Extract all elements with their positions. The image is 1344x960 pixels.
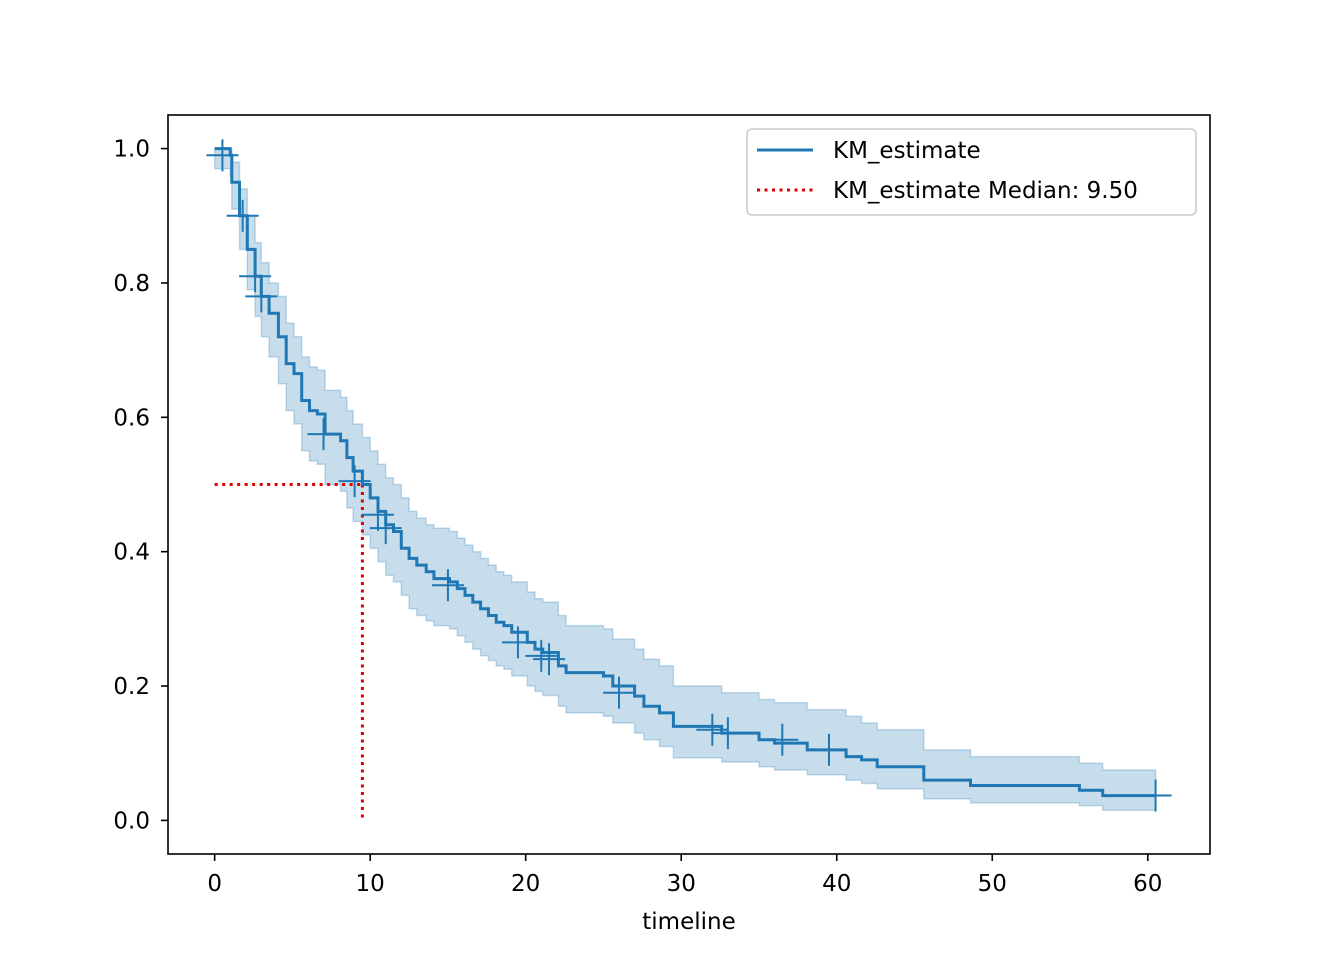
legend-label-median: KM_estimate Median: 9.50	[833, 178, 1138, 204]
x-axis-title: timeline	[642, 909, 735, 935]
y-tick-label: 0.2	[113, 674, 150, 700]
censor-marker	[1139, 779, 1172, 812]
censor-marker	[766, 723, 799, 756]
x-tick-label: 60	[1133, 871, 1162, 897]
axes: 0 10 20 30 40 50 60 0.0 0.2 0.4 0.6 0.8 1.0	[113, 137, 1162, 897]
censor-marker	[369, 512, 402, 545]
y-tick-label: 1.0	[113, 137, 150, 163]
legend: KM_estimate KM_estimate Median: 9.50	[746, 128, 1197, 216]
censor-marker	[361, 498, 394, 531]
legend-label-km-estimate: KM_estimate	[833, 138, 981, 164]
censor-marker	[711, 717, 744, 750]
plot-frame	[167, 114, 1211, 855]
censor-marker	[245, 280, 278, 313]
legend-box	[746, 128, 1197, 216]
censor-marker	[206, 139, 239, 172]
y-tick-label: 0.6	[113, 405, 150, 431]
censor-marker	[239, 260, 272, 293]
confidence-band	[213, 147, 1157, 812]
censor-marker	[603, 676, 636, 709]
x-tick-label: 40	[822, 871, 851, 897]
censor-marker	[812, 733, 845, 766]
x-tick-label: 0	[207, 871, 222, 897]
y-tick-label: 0.0	[113, 808, 150, 834]
x-tick-label: 20	[511, 871, 540, 897]
x-tick-label: 50	[978, 871, 1007, 897]
censor-marker	[431, 569, 464, 602]
censor-marker	[338, 465, 371, 498]
x-tick-label: 10	[356, 871, 385, 897]
y-tick-label: 0.4	[113, 540, 150, 566]
censor-marker	[696, 713, 729, 746]
plot-area	[206, 139, 1172, 821]
censor-marker	[501, 626, 534, 659]
censor-marker	[226, 199, 259, 232]
censor-marker	[307, 418, 340, 451]
x-tick-label: 30	[667, 871, 696, 897]
censor-marker	[533, 643, 566, 676]
censor-marker	[525, 639, 558, 672]
y-tick-label: 0.8	[113, 271, 150, 297]
km-estimate-line	[214, 147, 1156, 798]
